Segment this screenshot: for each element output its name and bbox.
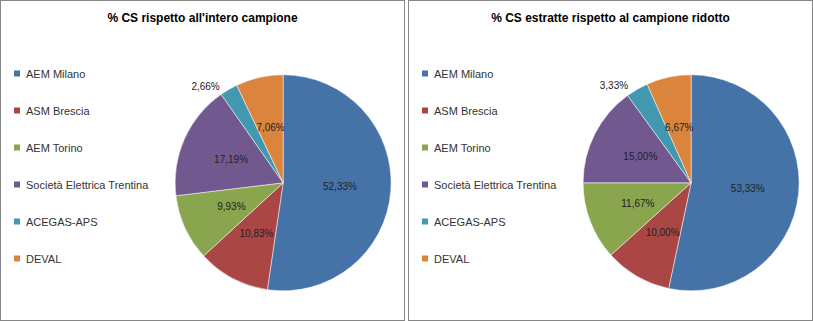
svg-text:7,06%: 7,06% — [256, 122, 284, 133]
svg-text:ACEGAS-APS: ACEGAS-APS — [434, 216, 506, 228]
svg-text:6,67%: 6,67% — [665, 122, 693, 133]
svg-text:Società Elettrica Trentina: Società Elettrica Trentina — [434, 179, 557, 191]
svg-text:% CS rispetto all'intero campi: % CS rispetto all'intero campione — [107, 11, 298, 25]
svg-text:AEM Torino: AEM Torino — [26, 142, 83, 154]
svg-text:10,00%: 10,00% — [646, 227, 680, 238]
svg-text:10,83%: 10,83% — [239, 228, 273, 239]
svg-text:ASM Brescia: ASM Brescia — [26, 105, 90, 117]
svg-text:2,66%: 2,66% — [191, 81, 219, 92]
svg-text:% CS estratte rispetto al camp: % CS estratte rispetto al campione ridot… — [491, 11, 730, 25]
svg-text:15,00%: 15,00% — [623, 151, 657, 162]
svg-text:DEVAL: DEVAL — [434, 253, 469, 265]
svg-text:AEM Milano: AEM Milano — [26, 68, 85, 80]
svg-text:11,67%: 11,67% — [621, 198, 654, 209]
svg-text:9,93%: 9,93% — [217, 201, 245, 212]
svg-text:ASM Brescia: ASM Brescia — [434, 105, 498, 117]
svg-text:3,33%: 3,33% — [600, 80, 628, 91]
svg-text:DEVAL: DEVAL — [26, 253, 61, 265]
svg-text:AEM Torino: AEM Torino — [434, 142, 491, 154]
svg-text:52,33%: 52,33% — [323, 181, 357, 192]
svg-text:ACEGAS-APS: ACEGAS-APS — [26, 216, 98, 228]
svg-text:AEM Milano: AEM Milano — [434, 68, 493, 80]
svg-text:53,33%: 53,33% — [731, 183, 765, 194]
svg-text:Società Elettrica Trentina: Società Elettrica Trentina — [26, 179, 149, 191]
svg-text:17,19%: 17,19% — [214, 154, 248, 165]
